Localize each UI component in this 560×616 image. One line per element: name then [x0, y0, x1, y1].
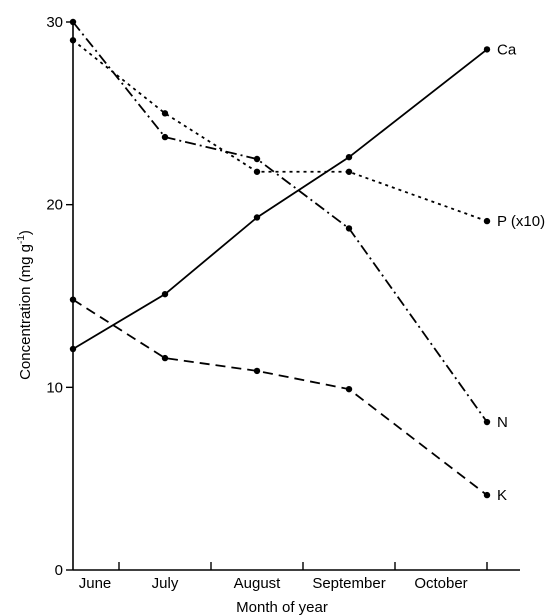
series-n: N	[69, 18, 508, 431]
x-tick-label: October	[414, 575, 467, 592]
data-point-n	[161, 133, 169, 141]
data-point-p-x10	[161, 110, 169, 117]
series-k: K	[69, 296, 507, 504]
series-label-n: N	[497, 414, 508, 431]
y-tick-label: 0	[55, 562, 63, 579]
y-axis-title-text: Concentration (mg g	[17, 244, 34, 380]
series-label-k: K	[497, 487, 507, 504]
series-line-n	[72, 21, 488, 423]
y-tick-group: 0 10 20 30	[46, 14, 73, 579]
series-label-ca: Ca	[497, 41, 517, 58]
series-ca: Ca	[69, 41, 517, 353]
x-axis-title: Month of year	[236, 599, 328, 616]
data-point-ca	[345, 153, 353, 161]
series-line-p-x10	[72, 39, 488, 222]
data-point-p-x10	[483, 217, 491, 225]
data-point-n	[345, 225, 353, 232]
series-line-k	[72, 298, 488, 496]
y-tick-label: 30	[46, 14, 63, 31]
data-point-k	[483, 491, 491, 499]
data-point-n	[69, 18, 77, 26]
x-tick-label: August	[234, 575, 282, 592]
data-point-k	[161, 354, 169, 362]
data-point-p-x10	[253, 168, 261, 175]
y-axis-title: Concentration (mg g-1)	[16, 230, 34, 380]
data-point-k	[69, 296, 77, 303]
y-axis-title-superscript: -1	[16, 235, 27, 244]
x-tick-group: June July August September October	[79, 562, 488, 592]
y-tick-label: 20	[46, 197, 63, 214]
x-tick-label: September	[312, 575, 385, 592]
data-point-ca	[161, 290, 169, 298]
y-axis-title-close: )	[17, 230, 34, 235]
data-point-ca	[483, 46, 491, 53]
data-point-n	[483, 418, 491, 426]
series-p-x10: P (x10)	[69, 37, 545, 230]
series-label-p-x10: P (x10)	[497, 213, 545, 230]
x-tick-label: June	[79, 575, 112, 592]
data-point-ca	[69, 345, 77, 353]
series-group: Ca P (x10) N K	[69, 18, 545, 504]
data-point-k	[345, 385, 353, 393]
x-tick-label: July	[152, 575, 179, 592]
data-point-p-x10	[69, 37, 77, 44]
data-point-k	[253, 367, 261, 375]
y-tick-label: 10	[46, 379, 63, 396]
data-point-ca	[253, 214, 261, 221]
data-point-n	[253, 155, 261, 163]
data-point-p-x10	[345, 168, 353, 175]
